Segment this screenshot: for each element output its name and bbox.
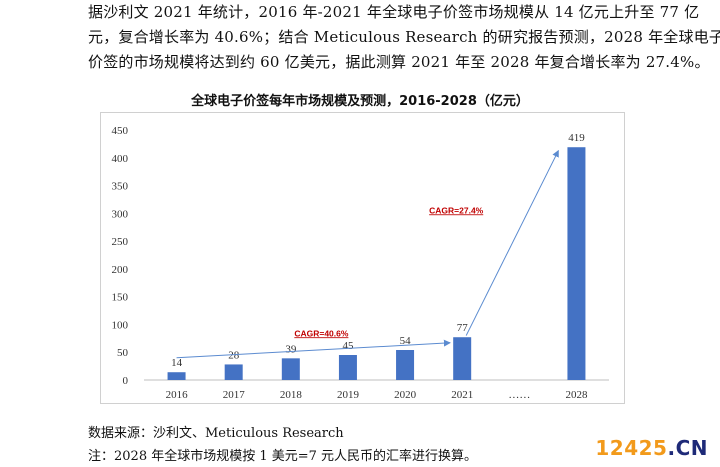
y-tick-label: 100 [112, 319, 129, 331]
bar-2018 [281, 358, 300, 380]
data-label: 77 [457, 322, 469, 334]
x-tick-label: 2021 [451, 389, 473, 401]
bar-2021 [453, 337, 472, 380]
x-tick-label: 2018 [280, 389, 303, 401]
source-note: 数据来源：沙利文、Meticulous Research [88, 426, 344, 441]
cagr-arrow-2021-2028 [465, 149, 559, 336]
paragraph-line: 据沙利文 2021 年统计，2016 年-2021 年全球电子价签市场规模从 1… [88, 3, 700, 21]
x-tick-label: …… [508, 389, 530, 401]
x-tick-label: 2017 [223, 389, 246, 401]
y-tick-label: 350 [112, 181, 129, 193]
data-labels: 14 28 39 45 54 77 419 [171, 132, 585, 369]
bar-2019 [338, 355, 357, 380]
bar-2028 [567, 147, 586, 380]
data-label: 419 [568, 132, 585, 144]
y-tick-label: 450 [112, 125, 129, 137]
cagr-label-2021-2028: CAGR=27.4% [429, 205, 484, 215]
x-tick-label: 2016 [166, 389, 189, 401]
site-watermark: 12425.CN [595, 436, 708, 460]
bar-2016 [167, 372, 186, 380]
market-size-bar-chart: 0 50 100 150 200 250 300 350 400 450 2016 2017 2018… [100, 112, 625, 404]
x-tick-label: 2019 [337, 389, 360, 401]
exchange-rate-note: 注：2028 年全球市场规模按 1 美元=7 元人民币的汇率进行换算。 [88, 449, 478, 464]
cagr-annotations: CAGR=40.6% CAGR=27.4% [176, 149, 559, 359]
y-tick-label: 200 [112, 264, 129, 276]
cagr-label-2016-2021: CAGR=40.6% [294, 328, 349, 338]
chart-frame [100, 112, 625, 404]
data-label: 45 [342, 340, 354, 352]
chart-title: 全球电子价签每年市场规模及预测，2016-2028（亿元） [191, 94, 529, 109]
x-tick-label: 2028 [565, 389, 588, 401]
data-label: 54 [400, 335, 412, 347]
watermark-number: 12425 [595, 436, 668, 460]
cagr-arrow-2016-2021 [176, 339, 451, 359]
y-tick-label: 0 [123, 375, 129, 387]
y-tick-label: 250 [112, 236, 129, 248]
data-label: 14 [171, 357, 183, 369]
y-tick-label: 50 [117, 347, 129, 359]
data-label: 28 [228, 349, 240, 361]
y-tick-label: 400 [112, 153, 129, 165]
paragraph-line: 价签的市场规模将达到约 60 亿美元，据此测算 2021 年至 2028 年复合… [88, 53, 710, 71]
y-tick-label: 150 [112, 292, 129, 304]
x-tick-label: 2020 [394, 389, 417, 401]
bar-2020 [396, 350, 415, 380]
watermark-tld: .CN [667, 436, 708, 460]
data-label: 39 [285, 343, 297, 355]
paragraph-line: 元，复合增长率为 40.6%；结合 Meticulous Research 的研… [88, 28, 720, 46]
y-tick-label: 300 [112, 208, 129, 220]
y-axis: 0 50 100 150 200 250 300 350 400 450 [112, 125, 129, 387]
bar-2017 [224, 364, 243, 380]
x-axis: 2016 2017 2018 2019 2020 2021 …… 2028 [144, 379, 609, 401]
intro-paragraph: 据沙利文 2021 年统计，2016 年-2021 年全球电子价签市场规模从 1… [88, 0, 720, 75]
bar-series [167, 147, 586, 380]
